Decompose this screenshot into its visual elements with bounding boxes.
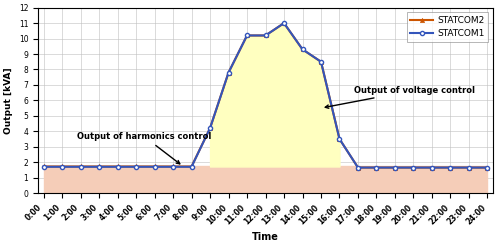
STATCOM2 xyxy=(59,165,65,168)
STATCOM1 xyxy=(59,165,65,168)
STATCOM1 xyxy=(448,166,454,169)
STATCOM2 xyxy=(152,165,158,168)
STATCOM1 xyxy=(114,165,120,168)
STATCOM1 xyxy=(262,34,268,37)
STATCOM1 xyxy=(226,71,232,74)
STATCOM2 xyxy=(226,71,232,74)
Y-axis label: Output [kVA]: Output [kVA] xyxy=(4,67,13,134)
STATCOM1 xyxy=(96,165,102,168)
STATCOM2 xyxy=(114,165,120,168)
STATCOM2 xyxy=(96,165,102,168)
STATCOM1 xyxy=(170,165,176,168)
STATCOM1 xyxy=(392,166,398,169)
STATCOM1 xyxy=(281,22,287,25)
Line: STATCOM2: STATCOM2 xyxy=(42,21,490,170)
STATCOM2 xyxy=(392,166,398,169)
STATCOM2 xyxy=(429,166,435,169)
STATCOM1 xyxy=(133,165,139,168)
STATCOM2 xyxy=(318,60,324,63)
STATCOM1 xyxy=(188,165,194,168)
STATCOM2 xyxy=(188,165,194,168)
STATCOM2 xyxy=(244,34,250,37)
STATCOM1 xyxy=(40,165,46,168)
STATCOM1 xyxy=(318,60,324,63)
STATCOM1 xyxy=(207,127,213,130)
STATCOM2 xyxy=(448,166,454,169)
STATCOM2 xyxy=(336,138,342,140)
STATCOM2 xyxy=(300,48,306,51)
STATCOM2 xyxy=(484,166,490,169)
Legend: STATCOM2, STATCOM1: STATCOM2, STATCOM1 xyxy=(407,12,488,42)
STATCOM2 xyxy=(78,165,84,168)
STATCOM1 xyxy=(152,165,158,168)
STATCOM2 xyxy=(355,166,361,169)
STATCOM1 xyxy=(466,166,472,169)
STATCOM2 xyxy=(410,166,416,169)
STATCOM1 xyxy=(484,166,490,169)
STATCOM2 xyxy=(207,127,213,130)
STATCOM2 xyxy=(374,166,380,169)
Line: STATCOM1: STATCOM1 xyxy=(42,21,490,170)
STATCOM1 xyxy=(244,34,250,37)
STATCOM2 xyxy=(40,165,46,168)
STATCOM1 xyxy=(374,166,380,169)
Text: Output of harmonics control: Output of harmonics control xyxy=(77,132,212,164)
STATCOM1 xyxy=(429,166,435,169)
STATCOM1 xyxy=(410,166,416,169)
STATCOM1 xyxy=(78,165,84,168)
STATCOM1 xyxy=(336,138,342,140)
STATCOM2 xyxy=(262,34,268,37)
X-axis label: Time: Time xyxy=(252,232,279,242)
STATCOM1 xyxy=(300,48,306,51)
Text: Output of voltage control: Output of voltage control xyxy=(326,86,476,108)
STATCOM2 xyxy=(281,22,287,25)
STATCOM1 xyxy=(355,166,361,169)
STATCOM2 xyxy=(466,166,472,169)
STATCOM2 xyxy=(170,165,176,168)
STATCOM2 xyxy=(133,165,139,168)
